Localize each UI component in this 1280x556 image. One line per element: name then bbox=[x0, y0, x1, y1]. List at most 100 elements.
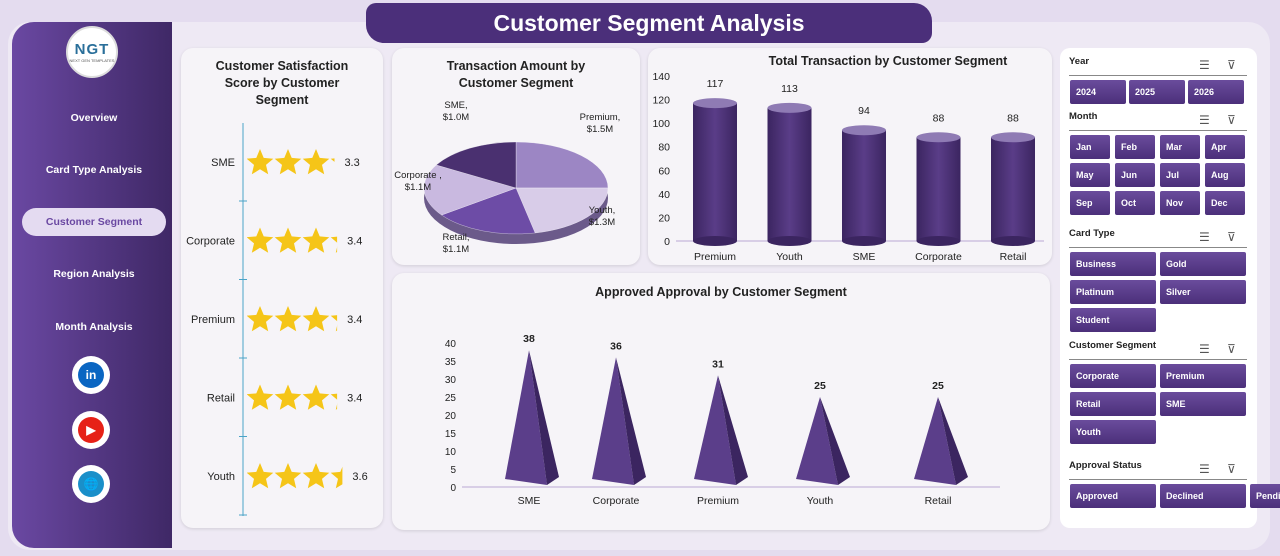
x-tick-label: Retail bbox=[1000, 251, 1027, 263]
multi-select-icon[interactable]: ☰ bbox=[1199, 230, 1210, 244]
social-linkedin-button[interactable]: in bbox=[72, 356, 110, 394]
y-tick-label: 80 bbox=[658, 142, 670, 154]
slicer-item-sep[interactable]: Sep bbox=[1070, 191, 1110, 215]
slicer-item-nov[interactable]: Nov bbox=[1160, 191, 1200, 215]
y-tick-label: 60 bbox=[658, 165, 670, 177]
label-name: Corporate , bbox=[394, 170, 442, 181]
slicer-item-platinum[interactable]: Platinum bbox=[1070, 280, 1156, 304]
transaction-card: Total Transaction by Customer Segment 0 2… bbox=[648, 48, 1052, 265]
slicer-item-dec[interactable]: Dec bbox=[1205, 191, 1245, 215]
nav-month-analysis[interactable]: Month Analysis bbox=[55, 321, 133, 333]
y-tick-label: 20 bbox=[445, 411, 457, 422]
pie-slice-corporate bbox=[423, 164, 517, 216]
slicer-header-year: Year ☰ ⊽ bbox=[1069, 56, 1247, 76]
clear-filter-icon[interactable]: ⊽ bbox=[1227, 230, 1236, 244]
value-label: 3.6 bbox=[352, 471, 367, 483]
star-icon bbox=[302, 306, 330, 332]
slicer-item-may[interactable]: May bbox=[1070, 163, 1110, 187]
clear-filter-icon[interactable]: ⊽ bbox=[1227, 342, 1236, 356]
slicer-title: Customer Segment bbox=[1069, 340, 1157, 351]
slicer-item-aug[interactable]: Aug bbox=[1205, 163, 1245, 187]
pyramid-side bbox=[820, 397, 850, 485]
star-icon bbox=[330, 393, 338, 410]
data-label: 88 bbox=[1007, 112, 1019, 124]
social-youtube-button[interactable]: ▶ bbox=[72, 411, 110, 449]
nav-overview[interactable]: Overview bbox=[70, 112, 118, 124]
slicer-item-premium[interactable]: Premium bbox=[1160, 364, 1246, 388]
y-tick-label: 35 bbox=[445, 357, 457, 368]
pie-data-label: Premium, $1.5M bbox=[580, 112, 621, 135]
slicer-item-sme[interactable]: SME bbox=[1160, 392, 1246, 416]
pyramid-side bbox=[616, 357, 646, 485]
data-label: 31 bbox=[712, 358, 724, 370]
slicer-item-gold[interactable]: Gold bbox=[1160, 252, 1246, 276]
nav-customer-segment[interactable]: Customer Segment bbox=[22, 208, 166, 236]
multi-select-icon[interactable]: ☰ bbox=[1199, 462, 1210, 476]
slicer-header-month: Month ☰ ⊽ bbox=[1069, 111, 1247, 131]
slicer-item-2025[interactable]: 2025 bbox=[1129, 80, 1185, 104]
y-tick-label: 15 bbox=[445, 429, 457, 440]
y-tick-label: 30 bbox=[445, 375, 457, 386]
star-icon bbox=[274, 463, 302, 489]
slicer-item-student[interactable]: Student bbox=[1070, 308, 1156, 332]
slicer-item-2024[interactable]: 2024 bbox=[1070, 80, 1126, 104]
data-label: 36 bbox=[610, 340, 622, 352]
y-tick-label: 0 bbox=[664, 236, 670, 248]
slicer-item-jul[interactable]: Jul bbox=[1160, 163, 1200, 187]
y-tick-label: 100 bbox=[652, 118, 670, 130]
slicer-item-2026[interactable]: 2026 bbox=[1188, 80, 1244, 104]
social-website-button[interactable]: 🌐 bbox=[72, 465, 110, 503]
multi-select-icon[interactable]: ☰ bbox=[1199, 342, 1210, 356]
slicer-item-jun[interactable]: Jun bbox=[1115, 163, 1155, 187]
slicer-item-jan[interactable]: Jan bbox=[1070, 135, 1110, 159]
label-name: Retail, bbox=[443, 232, 470, 243]
label-name: Premium, bbox=[580, 112, 621, 123]
category-label: Youth bbox=[207, 471, 235, 483]
label-value: $1.3M bbox=[589, 217, 615, 228]
clear-filter-icon[interactable]: ⊽ bbox=[1227, 462, 1236, 476]
slicer-title: Approval Status bbox=[1069, 460, 1142, 471]
x-tick-label: Corporate bbox=[593, 495, 640, 507]
y-tick-label: 0 bbox=[450, 483, 456, 494]
nav-card-type-analysis[interactable]: Card Type Analysis bbox=[45, 164, 143, 176]
pie-slice-retail bbox=[441, 187, 536, 235]
slicer-item-approved[interactable]: Approved bbox=[1070, 484, 1156, 508]
slicer-item-retail[interactable]: Retail bbox=[1070, 392, 1156, 416]
slicer-item-silver[interactable]: Silver bbox=[1160, 280, 1246, 304]
y-tick-label: 10 bbox=[445, 447, 457, 458]
slicer-item-oct[interactable]: Oct bbox=[1115, 191, 1155, 215]
clear-filter-icon[interactable]: ⊽ bbox=[1227, 113, 1236, 127]
pyramid-side bbox=[938, 397, 968, 485]
star-icon bbox=[247, 306, 274, 332]
pie-slice-youth bbox=[515, 187, 609, 234]
slicer-item-mar[interactable]: Mar bbox=[1160, 135, 1200, 159]
page-title: Customer Segment Analysis bbox=[366, 3, 932, 43]
pyramid-youth bbox=[796, 397, 838, 485]
star-rating bbox=[247, 149, 335, 175]
slicer-header-card-type: Card Type ☰ ⊽ bbox=[1069, 228, 1247, 248]
x-tick-label: SME bbox=[518, 495, 541, 507]
pyramid-sme bbox=[505, 350, 547, 485]
multi-select-icon[interactable]: ☰ bbox=[1199, 113, 1210, 127]
clear-filter-icon[interactable]: ⊽ bbox=[1227, 58, 1236, 72]
slicer-item-feb[interactable]: Feb bbox=[1115, 135, 1155, 159]
nav-region-analysis[interactable]: Region Analysis bbox=[53, 268, 135, 280]
pyramid-side bbox=[529, 350, 559, 485]
star-icon bbox=[274, 149, 302, 175]
multi-select-icon[interactable]: ☰ bbox=[1199, 58, 1210, 72]
slicer-item-declined[interactable]: Declined bbox=[1160, 484, 1246, 508]
slicer-item-pending[interactable]: Pending bbox=[1250, 484, 1280, 508]
bar-youth bbox=[767, 107, 812, 241]
chart-title: Transaction Amount by Customer Segment bbox=[446, 59, 586, 90]
slicer-item-business[interactable]: Business bbox=[1070, 252, 1156, 276]
category-label: SME bbox=[211, 157, 235, 169]
bar-premium bbox=[693, 103, 737, 241]
slicer-item-corporate[interactable]: Corporate bbox=[1070, 364, 1156, 388]
website-icon: 🌐 bbox=[78, 471, 104, 497]
slicer-header-approval-status: Approval Status ☰ ⊽ bbox=[1069, 460, 1247, 480]
bar-sme bbox=[842, 130, 886, 241]
pie-card: Transaction Amount by Customer Segment P… bbox=[392, 48, 640, 265]
slicer-item-apr[interactable]: Apr bbox=[1205, 135, 1245, 159]
pyramid-retail bbox=[914, 397, 956, 485]
slicer-item-youth[interactable]: Youth bbox=[1070, 420, 1156, 444]
